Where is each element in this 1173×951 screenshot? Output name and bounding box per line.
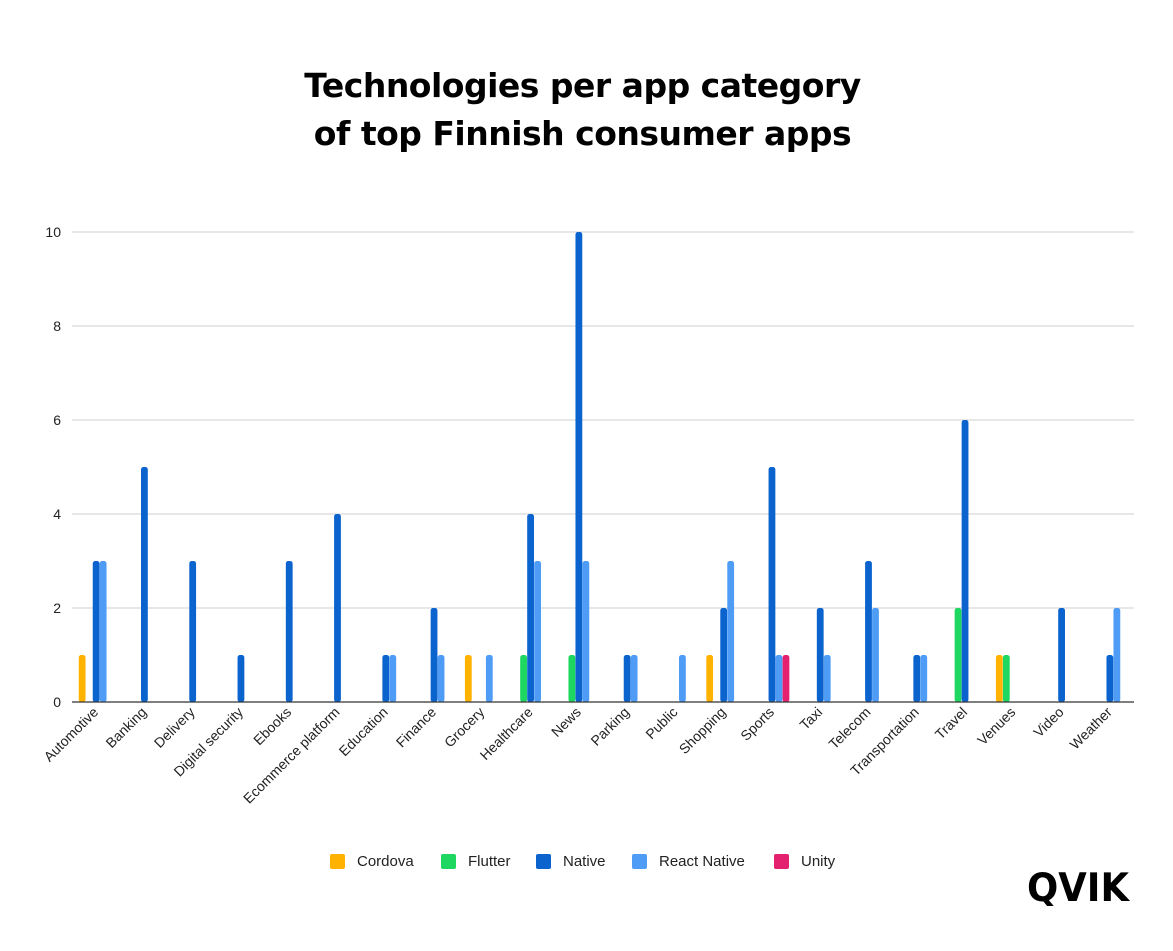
bar-native	[285, 561, 293, 702]
chart-title-line-2: of top Finnish consumer apps	[313, 114, 852, 153]
bar-native	[720, 608, 728, 702]
bar-react-native	[775, 655, 783, 702]
bar-react-native	[630, 655, 638, 702]
x-tick-label: Telecom	[825, 704, 873, 752]
x-tick-label: Grocery	[441, 704, 488, 751]
bar-native	[623, 655, 631, 702]
legend-label: Flutter	[468, 852, 511, 870]
legend-item-unity: Unity	[774, 849, 835, 873]
bar-native	[382, 655, 390, 702]
chart-title-line-1: Technologies per app category	[304, 66, 861, 105]
bar-react-native	[389, 655, 397, 702]
x-tick-label: Travel	[932, 704, 970, 742]
bar-native	[1106, 655, 1114, 702]
legend-label: Unity	[801, 852, 836, 870]
bar-react-native	[437, 655, 445, 702]
bar-react-native	[679, 655, 686, 702]
bar-flutter	[520, 655, 527, 702]
qvik-logo: QVIK	[1027, 866, 1130, 906]
bar-cordova	[706, 655, 714, 702]
bar-react-native	[727, 561, 735, 702]
bars	[78, 232, 1121, 702]
legend-label: Native	[563, 852, 606, 870]
legend-item-native: Native	[536, 849, 606, 873]
legend-item-flutter: Flutter	[441, 849, 511, 873]
bar-native	[913, 655, 921, 702]
legend-label: Cordova	[357, 852, 414, 870]
bar-native	[527, 514, 534, 702]
y-tick-label: 6	[53, 412, 61, 428]
legend-swatch	[441, 853, 456, 869]
legend-label: React Native	[659, 852, 745, 870]
x-tick-label: News	[548, 704, 584, 740]
x-tick-label: Ecommerce platform	[240, 704, 343, 807]
x-tick-label: Shopping	[676, 704, 729, 757]
bar-react-native	[534, 561, 541, 702]
bar-flutter	[954, 608, 962, 702]
chart-legend: Cordova Flutter Native React Native Unity	[0, 849, 1173, 873]
legend-swatch	[632, 853, 647, 869]
x-tick-label: Ebooks	[250, 704, 294, 748]
bar-react-native	[99, 561, 107, 702]
x-tick-label: Delivery	[151, 704, 198, 751]
bar-native	[141, 467, 148, 702]
bar-react-native	[823, 655, 831, 702]
bar-native	[768, 467, 776, 702]
x-tick-label: Weather	[1066, 704, 1115, 753]
bar-cordova	[995, 655, 1003, 702]
bar-native	[237, 655, 245, 702]
logo-text: QVIK	[1027, 866, 1130, 906]
legend-item-cordova: Cordova	[330, 849, 414, 873]
bar-react-native	[920, 655, 928, 702]
bar-cordova	[78, 655, 86, 702]
bar-cordova	[464, 655, 472, 702]
x-tick-label: Education	[336, 704, 391, 759]
bar-native	[575, 232, 583, 702]
x-tick-label: Healthcare	[477, 704, 536, 763]
legend-swatch	[536, 853, 551, 869]
x-tick-label: Taxi	[796, 704, 825, 733]
x-tick-label: Automotive	[40, 704, 101, 765]
bar-flutter	[568, 655, 576, 702]
x-tick-label: Public	[642, 704, 680, 742]
bar-flutter	[1002, 655, 1010, 702]
legend-item-react-native: React Native	[632, 849, 745, 873]
bar-react-native	[485, 655, 493, 702]
chart-title: Technologies per app category of top Fin…	[0, 62, 1165, 158]
y-tick-label: 2	[53, 600, 61, 616]
bar-react-native	[582, 561, 590, 702]
x-tick-label: Parking	[587, 704, 632, 749]
bar-react-native	[872, 608, 879, 702]
bar-native	[816, 608, 824, 702]
x-tick-label: Venues	[974, 704, 1018, 748]
x-tick-label: Video	[1030, 704, 1067, 741]
bar-native	[334, 514, 341, 702]
y-tick-label: 4	[53, 506, 61, 522]
bar-unity	[782, 655, 790, 702]
grid-lines	[72, 231, 1134, 609]
bar-react-native	[1113, 608, 1121, 702]
x-tick-label: Sports	[737, 704, 777, 744]
y-axis-ticks: 0 2 4 6 8 10	[45, 224, 61, 710]
y-tick-label: 8	[53, 318, 61, 334]
y-tick-label: 10	[45, 224, 61, 240]
bar-native	[189, 561, 197, 702]
x-tick-label: Finance	[393, 704, 440, 751]
legend-swatch	[330, 853, 345, 869]
bar-native	[865, 561, 872, 702]
bar-native	[1058, 608, 1065, 702]
bar-native	[92, 561, 100, 702]
legend-swatch	[774, 853, 789, 869]
y-tick-label: 0	[53, 694, 61, 710]
bar-native	[961, 420, 969, 702]
x-tick-label: Banking	[102, 704, 149, 751]
bar-native	[430, 608, 438, 702]
